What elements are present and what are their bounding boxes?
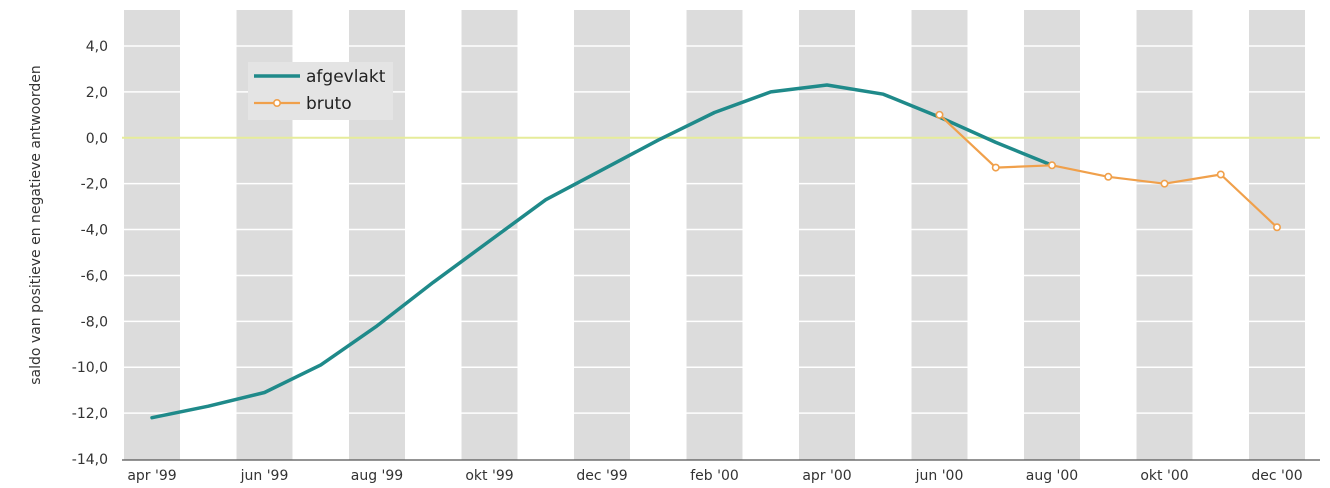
band [911,10,968,460]
data-point [1273,223,1282,232]
x-tick-label: apr '99 [127,468,176,484]
x-tick-label: aug '99 [351,468,403,484]
x-tick-label: dec '99 [576,468,627,484]
band [124,10,180,460]
y-tick-label: -12,0 [72,406,108,422]
legend-item-bruto: bruto [254,94,352,114]
data-point [1216,170,1225,179]
data-point [1048,161,1057,170]
x-tick-label: feb '00 [690,468,739,484]
y-tick-label: -4,0 [81,223,108,239]
data-point [1104,172,1113,181]
legend-marker [272,99,281,108]
y-tick-label: 2,0 [86,85,108,101]
x-tick-label: apr '00 [802,468,851,484]
band [1249,10,1305,460]
y-tick-label: -10,0 [72,360,108,376]
x-tick-label: dec '00 [1251,468,1302,484]
legend-label: bruto [306,94,352,114]
series-line [150,83,1054,420]
band [461,10,518,460]
band [1136,10,1193,460]
legend: afgevlakt bruto [248,62,393,120]
series-layer [150,83,1282,420]
band [799,10,855,460]
horizontal-gridlines [122,45,1320,414]
band [574,10,630,460]
y-tick-label: -2,0 [81,177,108,193]
x-tick-label: okt '00 [1140,468,1188,484]
band [1024,10,1080,460]
legend-item-afgevlakt: afgevlakt [254,67,386,87]
x-axis-ticks: apr '99 jun '99 aug '99 okt '99 dec '99 feb '… [127,468,1302,484]
series-afgevlakt [150,83,1054,420]
data-point [991,163,1000,172]
data-point [935,110,944,119]
y-tick-label: 4,0 [86,39,108,55]
y-tick-label: -14,0 [72,452,108,468]
y-axis-title: saldo van positieve en negatieve antwoor… [28,65,44,384]
legend-label: afgevlakt [306,67,386,87]
band [686,10,743,460]
x-tick-label: okt '99 [465,468,513,484]
series-line [938,113,1279,229]
x-tick-label: aug '00 [1026,468,1078,484]
y-axis-ticks: 4,0 2,0 0,0 -2,0 -4,0 -6,0 -8,0 -10,0 -12,0 -14,0 [72,39,108,468]
y-tick-label: -8,0 [81,314,108,330]
series-bruto [935,110,1282,232]
y-tick-label: -6,0 [81,268,108,284]
x-tick-label: jun '00 [915,468,964,484]
x-tick-label: jun '99 [240,468,289,484]
legend-box [248,62,393,120]
y-tick-label: 0,0 [86,131,108,147]
data-point [1160,179,1169,188]
